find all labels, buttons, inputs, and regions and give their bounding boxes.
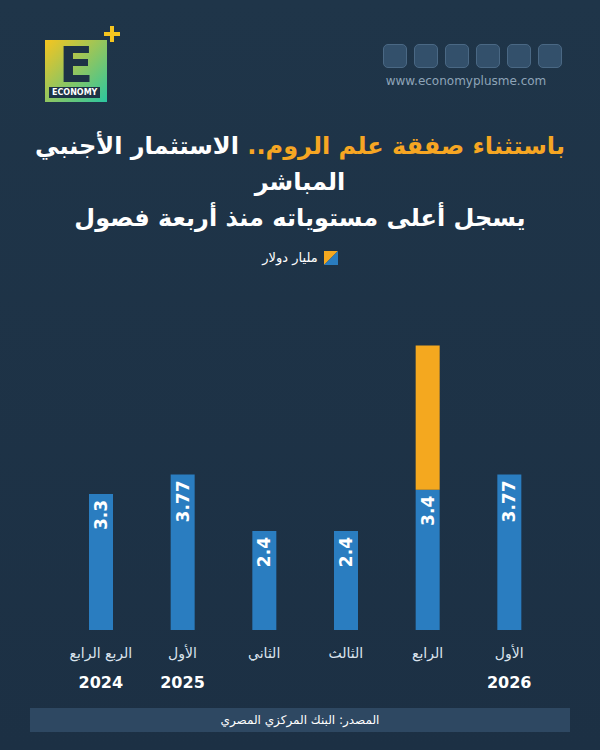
html-text:مليار دولار: مليار دولار — [262, 250, 318, 265]
svg-text:2024: 2024 — [79, 673, 124, 692]
svg-text:3.4: 3.4 — [418, 496, 438, 526]
svg-text:الثالث: الثالث — [328, 645, 363, 661]
svg-text:3.77: 3.77 — [173, 480, 193, 522]
html-text:المصدر: البنك المركزي المصري: المصدر: البنك المركزي المصري — [220, 713, 380, 727]
svg-text:2026: 2026 — [487, 673, 532, 692]
html-text:www.economyplusme.com: www.economyplusme.com — [385, 74, 547, 88]
html-text:الاستثمار الأجنبي المباشر: الاستثمار الأجنبي المباشر — [35, 132, 346, 196]
svg-text:2.4: 2.4 — [254, 537, 274, 567]
svg-text:الأول: الأول — [495, 644, 524, 662]
svg-text:2025: 2025 — [160, 673, 205, 692]
svg-text:الثاني: الثاني — [248, 645, 280, 662]
html-text:E: E — [58, 36, 94, 94]
html-text:يسجل أعلى مستوياته منذ أربعة ف: يسجل أعلى مستوياته منذ أربعة فصول — [74, 204, 526, 232]
svg-text:الرابع: الرابع — [412, 645, 443, 662]
svg-text:3.3: 3.3 — [91, 500, 111, 530]
svg-text:الربع الرابع: الربع الرابع — [69, 645, 132, 662]
svg-text:3.77: 3.77 — [499, 480, 519, 522]
svg-text:2.4: 2.4 — [336, 537, 356, 567]
html-text:باستثناء صفقة علم الروم..: باستثناء صفقة علم الروم.. — [247, 132, 565, 160]
html-text:ECONOMY: ECONOMY — [52, 88, 98, 97]
svg-text:الأول: الأول — [168, 644, 197, 662]
